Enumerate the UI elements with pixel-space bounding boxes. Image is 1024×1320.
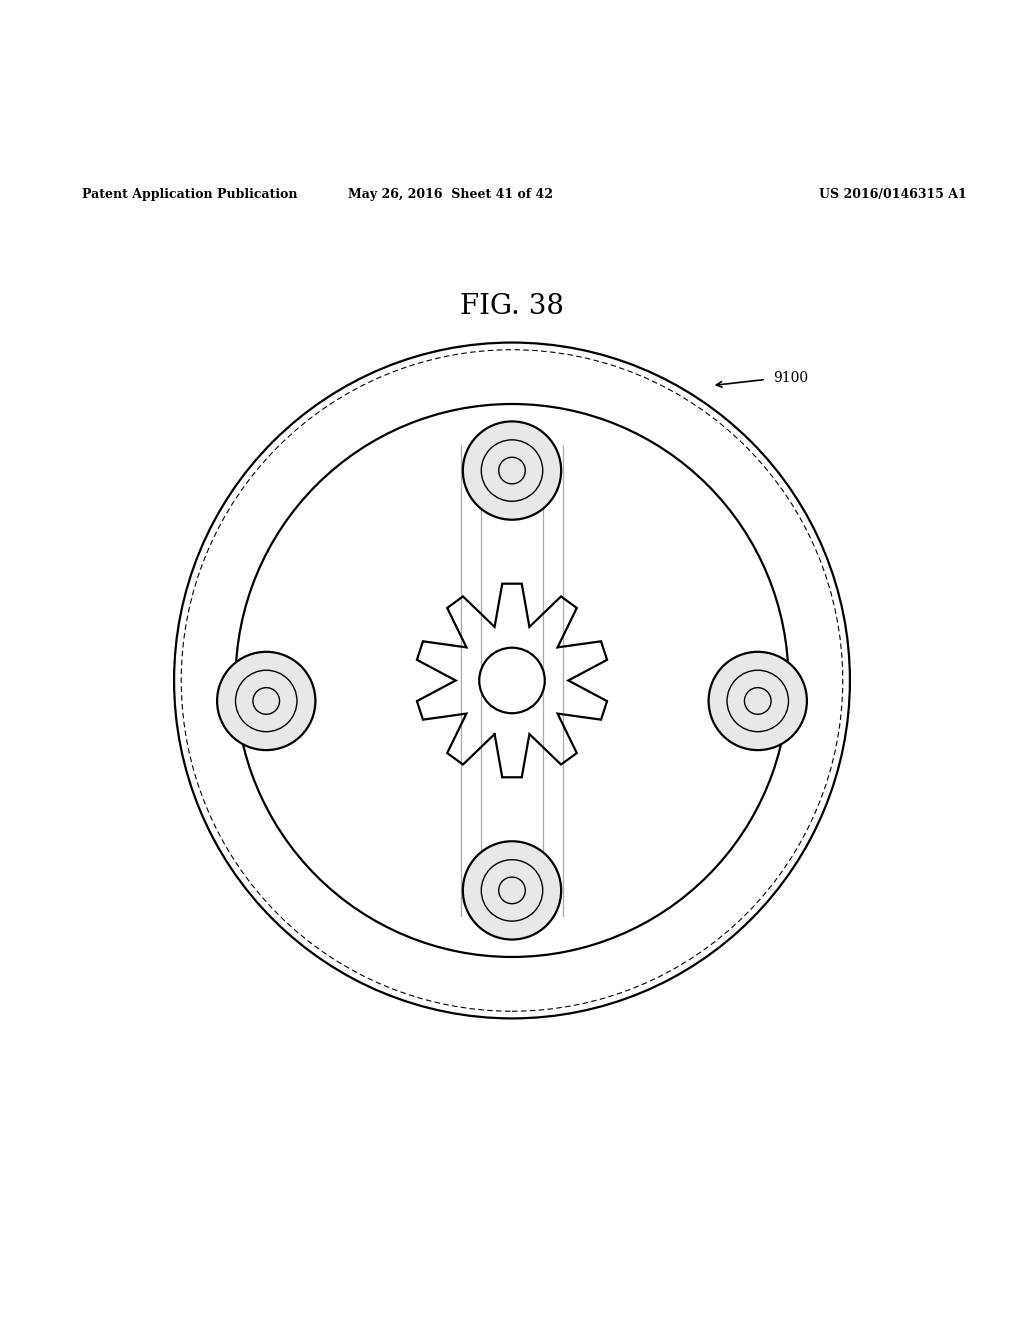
Circle shape	[463, 841, 561, 940]
Text: FIG. 38: FIG. 38	[460, 293, 564, 321]
Text: US 2016/0146315 A1: US 2016/0146315 A1	[819, 187, 967, 201]
Circle shape	[174, 343, 850, 1019]
Text: 9100: 9100	[773, 371, 808, 385]
Text: May 26, 2016  Sheet 41 of 42: May 26, 2016 Sheet 41 of 42	[348, 187, 553, 201]
Text: Patent Application Publication: Patent Application Publication	[82, 187, 297, 201]
Circle shape	[479, 648, 545, 713]
Circle shape	[217, 652, 315, 750]
Circle shape	[709, 652, 807, 750]
Circle shape	[463, 421, 561, 520]
